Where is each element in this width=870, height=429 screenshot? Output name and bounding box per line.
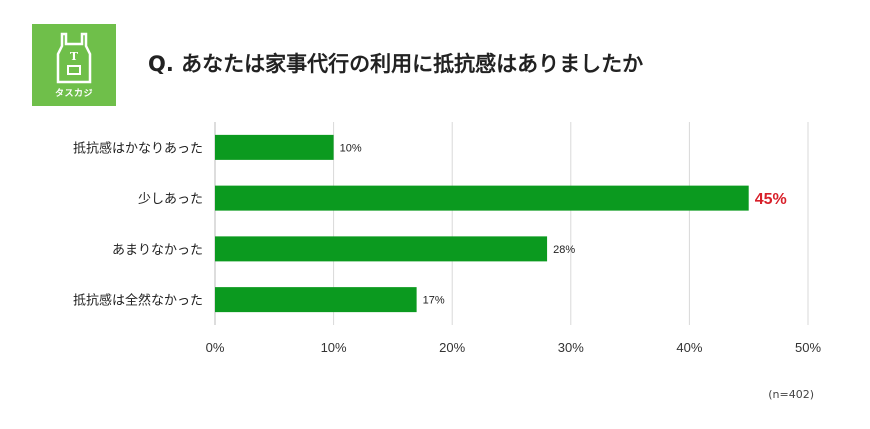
x-tick-label: 30%: [558, 340, 584, 355]
category-label: 少しあった: [138, 192, 203, 207]
data-label: 10%: [340, 142, 362, 154]
category-label: 抵抗感はかなりあった: [73, 140, 203, 156]
bar: [215, 185, 749, 211]
x-tick-label: 40%: [676, 340, 702, 355]
x-tick-label: 50%: [795, 340, 821, 355]
svg-text:T: T: [70, 50, 79, 63]
apron-icon: T: [56, 32, 92, 84]
data-label: 28%: [553, 244, 575, 256]
chart-title: Q. あなたは家事代行の利用に抵抗感はありましたか: [148, 52, 644, 76]
category-label: あまりなかった: [112, 243, 203, 258]
x-tick-label: 20%: [439, 340, 465, 355]
x-tick-label: 0%: [206, 340, 225, 355]
bar: [215, 134, 334, 160]
bar: [215, 236, 548, 262]
category-label: 抵抗感は全然なかった: [73, 293, 203, 309]
bar: [215, 287, 417, 313]
data-label: 45%: [755, 191, 787, 208]
sample-size-note: (n=402): [768, 388, 814, 401]
data-label: 17%: [423, 295, 445, 307]
brand-logo: T タスカジ: [32, 24, 116, 106]
logo-text: タスカジ: [54, 89, 93, 99]
x-tick-label: 10%: [321, 340, 347, 355]
